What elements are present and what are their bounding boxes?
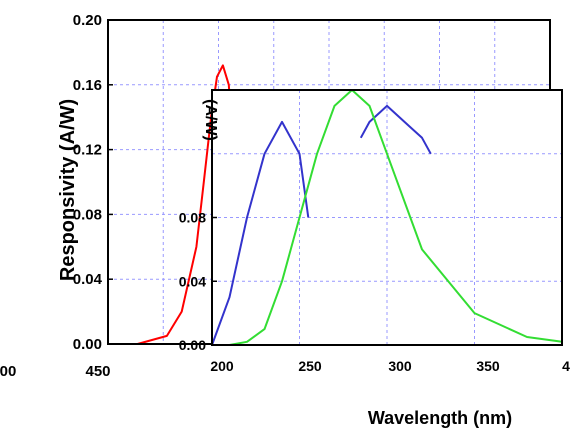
y-tick-label: 0.08 [179,210,206,226]
x-tick-label: 450 [85,363,110,380]
x-tick-label: 00 [0,363,16,380]
y-tick-label: 0.20 [73,12,102,29]
inset-series-group [211,89,563,346]
y-tick-label: 0.04 [73,271,103,288]
y-tick-label: 0.00 [73,336,102,353]
y-tick-label: 0.04 [179,273,206,289]
y-tick-label: 0.12 [73,142,102,159]
x-tick-label: 300 [388,358,412,374]
main-x-tick-labels: 00 450 [0,363,111,380]
x-tick-label: 350 [476,358,500,374]
series-line-2 [212,89,563,346]
inset-x-tick-labels: 200 250 300 350 4 [210,358,570,374]
x-tick-label: 200 [210,358,234,374]
x-tick-label: 250 [298,358,322,374]
series-line-0 [211,120,310,346]
y-tick-label: 0.08 [73,206,102,223]
y-tick-label: 0.00 [179,337,206,353]
inset-y-axis-label: (A/W) [202,99,219,141]
series-line-1 [359,104,432,155]
main-y-axis-label: Responsivity (A/W) [57,99,79,281]
main-y-tick-labels: 0.00 0.04 0.08 0.12 0.16 0.20 [73,12,113,353]
x-tick-label: 4 [562,358,570,374]
y-tick-label: 0.16 [73,77,102,94]
x-axis-label: Wavelength (nm) [368,408,512,428]
inset-y-tick-labels: 0.00 0.04 0.08 [179,210,217,353]
inset-chart: 0.00 0.04 0.08 200 250 300 350 4 (A/W) Wavelen… [179,89,570,428]
